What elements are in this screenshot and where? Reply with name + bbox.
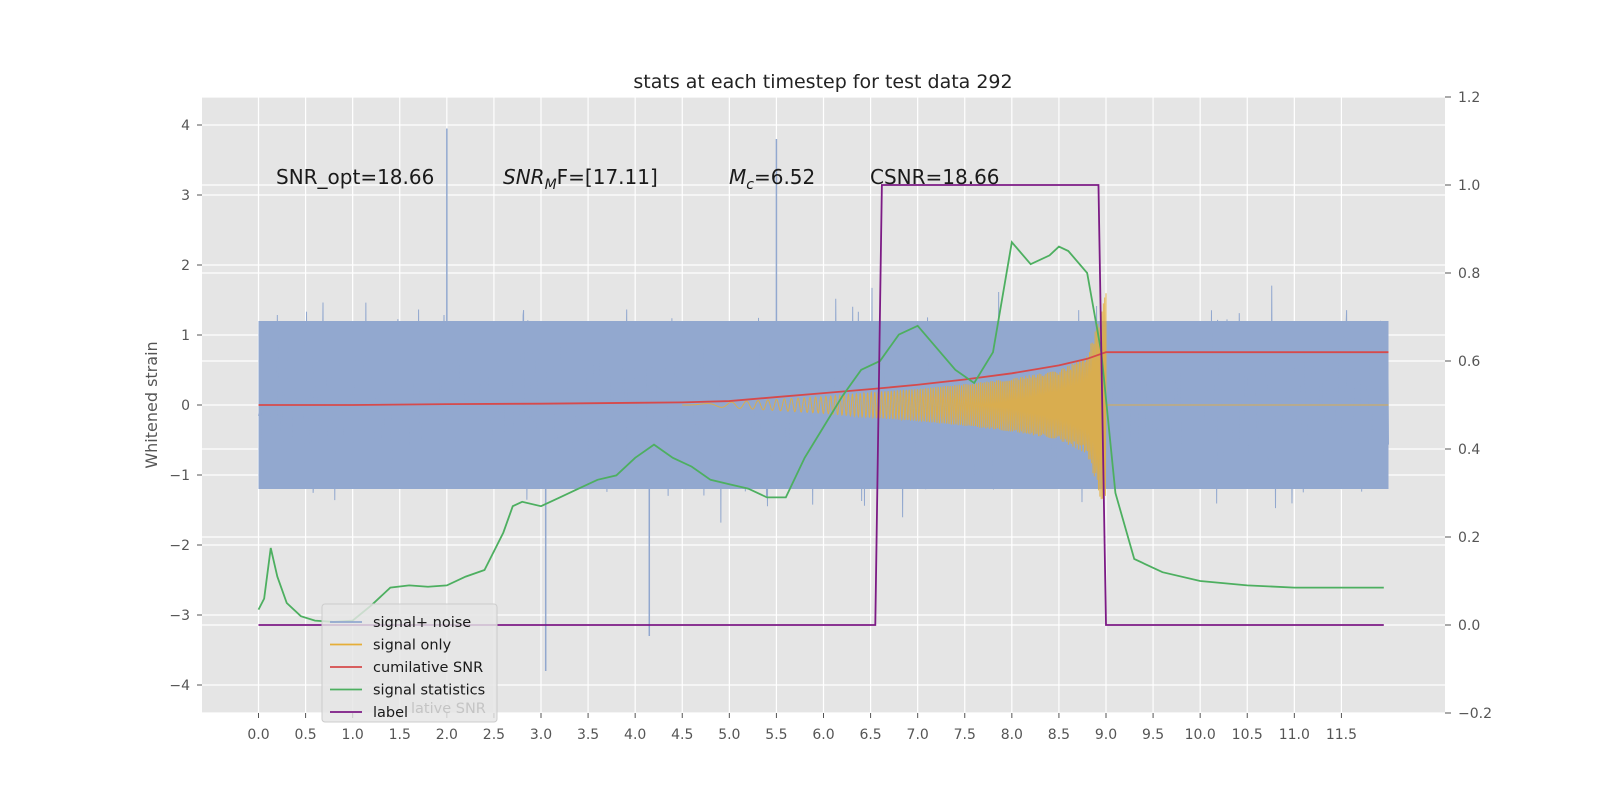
lines-layer	[257, 184, 1389, 626]
y2-tick-label: 1.2	[1458, 90, 1480, 106]
x-tick-label: 7.5	[954, 727, 976, 743]
annotation-chirp-mass: Mc=6.52	[729, 165, 815, 193]
y-tick-label: −3	[169, 608, 190, 624]
x-tick-label: 11.5	[1326, 727, 1357, 743]
annotation-snr-opt: SNR_opt=18.66	[276, 165, 434, 189]
annotation-chirp-mass-sub: c	[746, 177, 754, 193]
y2-tick-label: 0.8	[1458, 266, 1480, 282]
annotation-chirp-mass-base: M	[729, 165, 746, 189]
y-tick-label: 1	[181, 328, 190, 344]
signal-layer	[682, 293, 1389, 500]
legend: lative SNR signal+ noise signal only cumil…	[321, 603, 498, 723]
x-tick-label: 0.5	[294, 727, 316, 743]
x-tick-label: 11.0	[1279, 727, 1310, 743]
x-tick-label: 6.5	[859, 727, 881, 743]
legend-box	[321, 603, 498, 723]
chart-title: stats at each timestep for test data 292	[633, 71, 1012, 93]
x-tick-label: 10.0	[1185, 727, 1216, 743]
legend-entries: signal+ noise signal only cumilative SNR si…	[330, 615, 485, 721]
y2-tick-label: −0.2	[1458, 706, 1492, 722]
y-tick-label: −2	[169, 538, 190, 554]
y-tick-label: 4	[181, 118, 190, 134]
x-tick-label: 4.5	[671, 727, 693, 743]
annotation-snr-mf-sub: M	[545, 177, 557, 193]
x-tick-layer: 0.0 0.5 1.0 1.5 2.0 2.5 3.0 3.5 4.0 4.5 5.0 5.5 6.0 6…	[247, 713, 1357, 743]
legend-obscured-text: lative SNR	[411, 701, 486, 717]
y-tick-label: −1	[169, 468, 190, 484]
x-tick-label: 4.0	[624, 727, 646, 743]
x-tick-label: 1.5	[389, 727, 411, 743]
y2-tick-layer: 1.2 1.0 0.8 0.6 0.4 0.2 0.0 −0.2	[1445, 90, 1492, 722]
annotation-csnr: CSNR=18.66	[870, 165, 1000, 189]
x-tick-label: 10.5	[1232, 727, 1263, 743]
x-tick-label: 8.0	[1001, 727, 1023, 743]
series-label	[258, 184, 1384, 626]
y2-tick-label: 0.0	[1458, 618, 1480, 634]
legend-label: signal statistics	[373, 683, 485, 699]
y2-tick-label: 1.0	[1458, 178, 1480, 194]
x-tick-label: 2.5	[483, 727, 505, 743]
x-tick-label: 3.0	[530, 727, 552, 743]
y-axis-label: Whitened strain	[142, 341, 161, 468]
series-signal-only	[682, 293, 1389, 500]
x-tick-label: 0.0	[247, 727, 269, 743]
x-tick-label: 6.0	[812, 727, 834, 743]
annotation-snr-mf: SNRMF=[17.11]	[503, 165, 658, 193]
annotation-snr-mf-base: SNR	[503, 165, 545, 189]
y2-tick-label: 0.4	[1458, 442, 1480, 458]
x-tick-label: 9.0	[1095, 727, 1117, 743]
y-tick-label: 3	[181, 188, 190, 204]
legend-label: signal only	[373, 638, 452, 654]
x-tick-label: 1.0	[342, 727, 364, 743]
y-tick-label: −4	[169, 678, 190, 694]
x-tick-label: 5.5	[765, 727, 787, 743]
annotation-snr-mf-value: F=[17.11]	[557, 165, 658, 189]
x-tick-label: 3.5	[577, 727, 599, 743]
x-tick-label: 2.0	[436, 727, 458, 743]
y-tick-label: 0	[181, 398, 190, 414]
series-signal-statistics	[257, 240, 1384, 623]
y2-tick-label: 0.6	[1458, 354, 1480, 370]
x-tick-label: 5.0	[718, 727, 740, 743]
annotation-chirp-mass-value: =6.52	[754, 165, 815, 189]
x-tick-label: 7.0	[907, 727, 929, 743]
y2-tick-label: 0.2	[1458, 530, 1480, 546]
x-tick-label: 8.5	[1048, 727, 1070, 743]
x-tick-label: 9.5	[1142, 727, 1164, 743]
legend-label: label	[373, 705, 408, 721]
series-cumilative-snr	[258, 351, 1389, 406]
legend-label: signal+ noise	[373, 615, 471, 631]
legend-label: cumilative SNR	[373, 660, 483, 676]
y-tick-layer: 4 3 2 1 0 −1 −2 −3 −4	[169, 118, 202, 694]
y-tick-label: 2	[181, 258, 190, 274]
